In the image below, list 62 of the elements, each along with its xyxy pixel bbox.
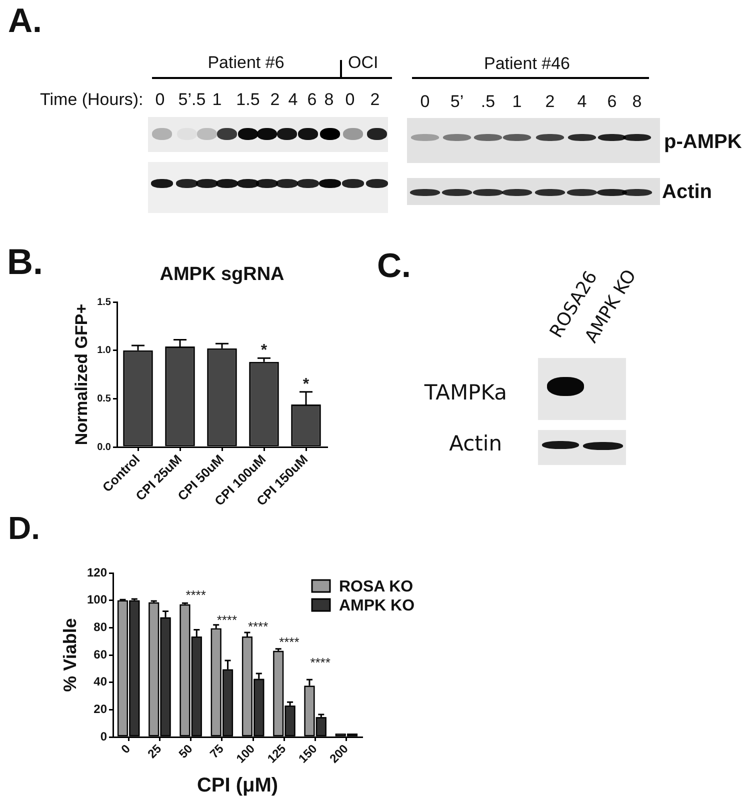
text: .5 xyxy=(480,92,496,111)
y-axis-title: Normalized GFP+ xyxy=(72,304,91,446)
chart-title: AMPK sgRNA xyxy=(160,264,285,286)
text: Actin xyxy=(662,181,712,203)
text: 0 xyxy=(345,90,355,109)
x-tick-label: 50 xyxy=(176,741,196,761)
y-tick-label: 20 xyxy=(94,702,108,716)
text: Actin xyxy=(449,432,502,456)
x-axis-title: CPI (μM) xyxy=(196,774,278,797)
text: 6 xyxy=(607,92,617,111)
x-tick-label: 150 xyxy=(296,741,320,766)
text: B. xyxy=(7,241,43,282)
legend-label: AMPK KO xyxy=(339,597,415,614)
x-tick-label: 200 xyxy=(326,741,352,766)
text: 1 xyxy=(212,90,222,109)
annotation: **** xyxy=(310,655,330,670)
annotation: **** xyxy=(216,612,238,628)
y-tick-label: 1.0 xyxy=(97,345,112,356)
y-tick-label: 0.0 xyxy=(97,442,112,453)
y-tick-label: 80 xyxy=(94,620,108,634)
text: 0 xyxy=(420,92,430,111)
text: Patient #46 xyxy=(484,54,570,73)
text: TAMPKa xyxy=(424,380,507,404)
text: 6 xyxy=(307,90,317,109)
text: C. xyxy=(377,247,411,285)
y-tick-label: 60 xyxy=(94,647,108,662)
text: 2 xyxy=(270,90,280,109)
text: D. xyxy=(8,510,40,546)
text: 8 xyxy=(632,92,642,111)
text: 2 xyxy=(545,92,555,111)
x-tick-label: 75 xyxy=(207,741,227,761)
text: 4 xyxy=(577,92,587,111)
x-tick-label: 100 xyxy=(233,741,258,766)
annotation: **** xyxy=(279,634,300,650)
text: OCI xyxy=(348,53,378,72)
text: A. xyxy=(8,2,42,40)
text: 0 xyxy=(155,90,165,109)
text: Patient #6 xyxy=(208,53,284,72)
text: 2 xyxy=(370,90,380,109)
text: 1.5 xyxy=(236,90,260,109)
annotation: **** xyxy=(248,618,268,634)
x-tick-label: 25 xyxy=(144,741,164,761)
y-axis-title: % Viable xyxy=(60,618,80,692)
x-tick-label: 125 xyxy=(264,741,289,766)
text: 1 xyxy=(512,92,522,111)
annotation: * xyxy=(302,376,310,393)
y-tick-label: 1.5 xyxy=(97,296,112,308)
y-tick-label: 0.5 xyxy=(97,393,112,404)
annotation: * xyxy=(260,342,268,359)
text: 8 xyxy=(324,90,334,109)
y-tick-label: 40 xyxy=(94,674,108,689)
legend-label: ROSA KO xyxy=(339,578,414,596)
text: Time (Hours): xyxy=(40,90,144,109)
text: 4 xyxy=(288,90,298,109)
text: 5’ xyxy=(450,92,464,111)
x-tick-label: 0 xyxy=(118,741,134,756)
y-tick-label: 100 xyxy=(86,592,108,607)
text: p-AMPK xyxy=(664,131,742,153)
annotation: **** xyxy=(186,588,206,603)
y-tick-label: 120 xyxy=(86,565,108,580)
text: 5’.5 xyxy=(178,90,206,109)
y-tick-label: 0 xyxy=(100,729,108,744)
